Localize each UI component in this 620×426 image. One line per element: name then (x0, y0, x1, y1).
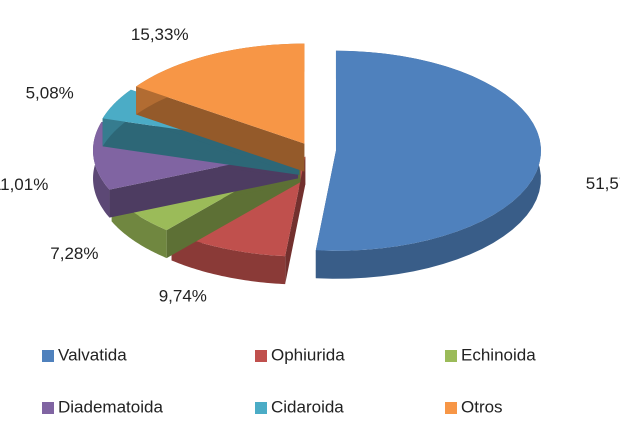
slice-wall (102, 118, 300, 175)
data-label: 9,74% (159, 286, 207, 305)
legend-swatch (255, 350, 267, 362)
slice-top (136, 43, 305, 144)
legend-label: Otros (461, 397, 503, 416)
data-label: 15,33% (131, 25, 189, 44)
legend-label: Cidaroida (271, 397, 344, 416)
slice-side (171, 232, 286, 285)
legend-swatch (445, 350, 457, 362)
legend-label: Valvatida (58, 345, 127, 364)
data-label: 5,08% (26, 84, 74, 103)
data-label: 51,57% (586, 174, 620, 193)
pie-slice (136, 43, 305, 172)
slice-wall (285, 156, 306, 285)
legend-label: Diadematoida (58, 397, 163, 416)
data-label: 11,01% (0, 175, 48, 194)
data-label: 7,28% (50, 244, 98, 263)
legend-label: Ophiurida (271, 345, 345, 364)
legend-swatch (445, 402, 457, 414)
legend-swatch (42, 402, 54, 414)
slice-wall (136, 86, 305, 172)
legend-swatch (42, 350, 54, 362)
legend-swatch (255, 402, 267, 414)
pie-slice (315, 50, 541, 279)
legend-label: Echinoida (461, 345, 536, 364)
slice-top (315, 50, 541, 251)
